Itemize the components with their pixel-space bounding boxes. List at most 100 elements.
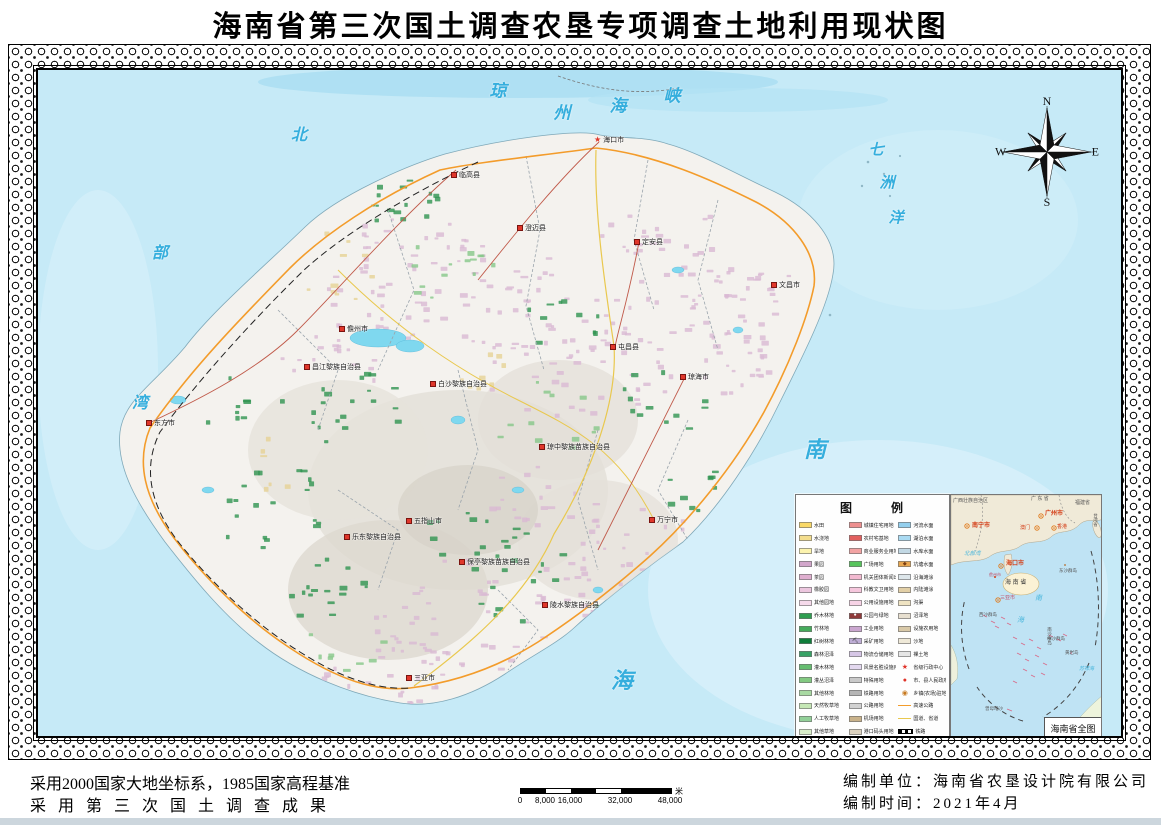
legend-column: 城镇住宅用地农村宅基地商业服务业用地广场用地机关团体新闻出版用地科教文卫用地公用…	[848, 519, 897, 736]
legend-label: 特殊用地	[863, 677, 884, 684]
legend-label: 科教文卫用地	[863, 587, 894, 594]
legend-label: 市、县人民政府驻地	[913, 677, 946, 684]
city-name: 澄迈县	[525, 225, 546, 232]
county-boundaries	[277, 155, 719, 671]
city-name: 琼海市	[688, 374, 709, 381]
color-swatch	[848, 690, 862, 697]
legend-item: 河流水面	[898, 519, 946, 532]
line-swatch	[898, 705, 912, 707]
archipelago-marks	[982, 614, 1068, 712]
color-swatch	[898, 522, 912, 529]
legend-item: 湖泊水面	[898, 532, 946, 545]
color-swatch	[848, 561, 862, 568]
color-swatch	[898, 574, 912, 580]
map-sheet: 琼州海峡北部湾七洲洋南海 ★ 海口市 文昌市 临高县 澄迈县 定安县 屯昌县 琼海市 儋州市 白沙…	[33, 65, 1126, 741]
legend-label: 水田	[814, 522, 825, 529]
color-swatch	[799, 664, 812, 671]
legend-label: 公园与绿地	[863, 613, 889, 620]
city-label: 三亚市	[406, 673, 435, 683]
city-marker-icon	[304, 364, 310, 370]
legend-label: 裸土地	[913, 651, 929, 658]
color-swatch	[799, 677, 812, 684]
inset-caption: 海南省全图	[1044, 717, 1101, 736]
legend-column: 河流水面 湖泊水面 水库水面 ◆ 坑塘水面 沿海滩涂 内陆滩涂 沟渠 沼泽地 设施农用地 沙地 裸土地…	[898, 519, 946, 736]
roads-layer	[142, 141, 816, 690]
color-swatch	[799, 574, 812, 580]
credit-unit: 编制单位：海南省农垦设计院有限公司	[843, 774, 1150, 790]
city-labels-layer: ★ 海口市 文昌市 临高县 澄迈县 定安县 屯昌县 琼海市 儋州市 白沙黎族自治县 昌江黎族自治县东…	[38, 70, 1121, 736]
legend-label: 其他草地	[814, 729, 835, 736]
color-swatch	[848, 715, 862, 722]
sea-label: 海	[609, 96, 627, 116]
legend-item: 港口码头用地	[848, 725, 897, 736]
legend-item: 沼泽地	[898, 609, 946, 622]
city-label: 乐东黎族自治县	[344, 532, 401, 542]
city-label: 文昌市	[771, 280, 800, 290]
sea-label: 湾	[131, 395, 149, 412]
color-swatch	[799, 599, 812, 606]
footer: 采用2000国家大地坐标系，1985国家高程基准 采用第三次国土调查成果 米 0…	[0, 762, 1161, 818]
legend-column: 水田 水浇地 旱地 果园 茶园 橡胶园 其他园地 乔木林地 竹林地 红树林地 森林沼泽 灌木林地 灌丛沼…	[799, 519, 847, 736]
color-swatch	[848, 586, 862, 593]
legend-label: 沙地	[913, 638, 924, 645]
inset-label: 三亚市	[1000, 595, 1016, 601]
sea-label: 琼	[489, 81, 507, 101]
survey-note: 采用第三次国土调查成果	[30, 798, 339, 815]
inset-label: 澳门	[1020, 525, 1031, 531]
compass-rose: N S W E	[995, 94, 1099, 209]
inset-graphics	[951, 495, 1101, 736]
legend-item: 旱地	[799, 545, 847, 558]
line-swatch	[898, 718, 912, 720]
color-swatch	[848, 599, 862, 606]
scale-tick: 8,000	[534, 796, 556, 805]
reservoirs	[169, 266, 744, 594]
city-label: 保亭黎族苗族自治县	[459, 557, 530, 567]
legend-label: 旱地	[814, 548, 825, 555]
railway-line	[150, 161, 479, 689]
city-name: 保亭黎族苗族自治县	[467, 559, 530, 566]
scale-bar: 米 0 8,000 16,000 32,000 48,000	[518, 786, 690, 808]
city-label: 临高县	[451, 170, 480, 180]
city-marker-icon	[634, 239, 640, 245]
legend-item: 国道、省道	[898, 712, 946, 725]
color-swatch: ⛏	[848, 638, 862, 645]
legend-item: 其他林地	[799, 687, 847, 700]
legend-columns: 水田 水浇地 旱地 果园 茶园 橡胶园 其他园地 乔木林地 竹林地 红树林地 森林沼泽 灌木林地 灌丛沼…	[796, 518, 949, 736]
color-swatch	[898, 651, 912, 658]
legend-item: 森林沼泽	[799, 648, 847, 661]
legend-item: ⛏ 采矿用地	[848, 635, 897, 648]
color-swatch	[799, 612, 812, 619]
city-marker-icon	[539, 444, 545, 450]
inset-label: 海口市	[1006, 561, 1025, 567]
legend-label: 橡胶园	[814, 587, 830, 594]
legend-item: 人工牧草地	[799, 712, 847, 725]
inset-label: 台湾省	[1093, 513, 1099, 527]
legend-label: 水库水面	[913, 548, 934, 555]
legend-label: 公路用地	[863, 703, 884, 710]
sea-label: 洲	[879, 175, 895, 192]
color-swatch	[799, 522, 812, 529]
inset-label: 香港	[1057, 524, 1068, 530]
city-label: 儋州市	[339, 324, 368, 334]
legend-item: 物流仓储用地	[848, 648, 897, 661]
legend-label: 物流仓储用地	[863, 651, 894, 658]
sea-labels-layer: 琼州海峡北部湾七洲洋南海	[38, 70, 1121, 736]
city-label: 陵水黎族自治县	[542, 600, 599, 610]
color-swatch	[848, 664, 862, 671]
legend-label: 港口码头用地	[863, 729, 894, 736]
inset-label: 曾母暗沙	[985, 706, 1003, 711]
scale-bar-segments	[520, 788, 672, 794]
legend-label: 沟渠	[913, 600, 924, 607]
terrain-shading	[248, 360, 678, 660]
city-name: 海口市	[603, 137, 625, 144]
legend-item: 铁路用地	[848, 687, 897, 700]
legend-label: 湖泊水面	[913, 535, 934, 542]
legend-item: 灌丛沼泽	[799, 674, 847, 687]
legend-label: 公用设施用地	[863, 600, 894, 607]
color-swatch	[848, 677, 862, 684]
color-swatch	[898, 638, 912, 645]
legend-label: 红树林地	[814, 638, 835, 645]
color-swatch	[898, 612, 912, 619]
city-name: 万宁市	[657, 517, 678, 524]
legend-label: 竹林地	[814, 626, 830, 633]
